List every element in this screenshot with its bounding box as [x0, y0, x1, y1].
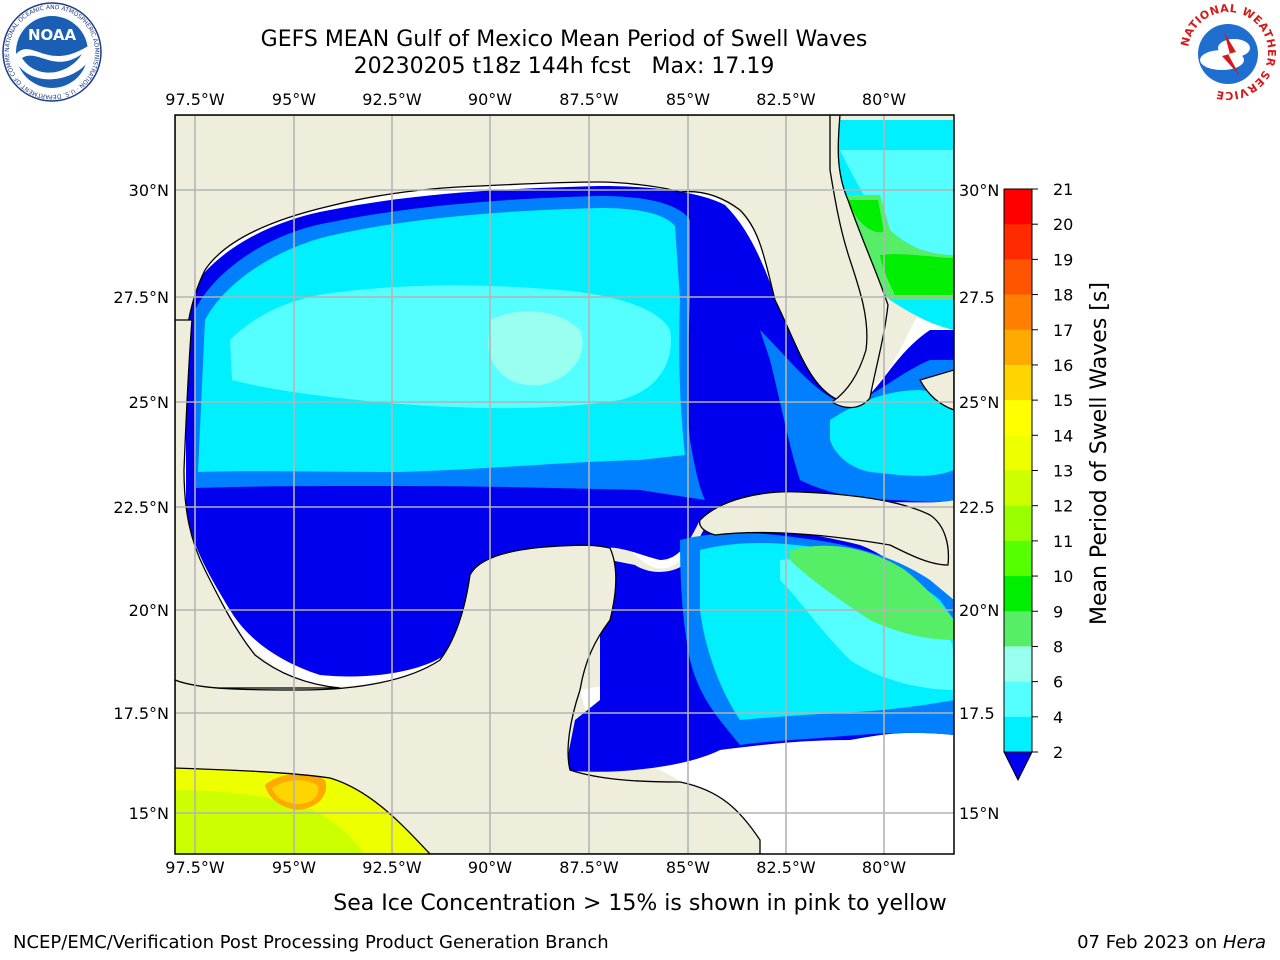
colorbar-segment	[1004, 224, 1032, 260]
footer-date: 07 Feb 2023 on Hera	[1077, 931, 1266, 955]
colorbar-tick-label: 13	[1053, 462, 1073, 481]
colorbar: 21 20 19 18 17 16 15 14 13 12 11 10 9 8 6 4 2	[1003, 180, 1073, 782]
land-masses	[175, 115, 954, 854]
colorbar-segment	[1004, 294, 1032, 331]
colorbar-tick-label: 18	[1053, 286, 1073, 305]
colorbar-segment	[1004, 716, 1032, 753]
swell-10-11s-atlantic	[848, 200, 884, 233]
swell-9-10s-north	[488, 311, 583, 386]
lon-label-bottom: 90°W	[468, 858, 512, 877]
lat-label-right: 27.5	[959, 288, 995, 307]
colorbar-tick-label: 15	[1053, 391, 1073, 410]
colorbar-tick-label: 20	[1053, 215, 1073, 234]
colorbar-tick-label: 10	[1053, 567, 1073, 586]
cuba-land	[699, 491, 950, 566]
axis-labels: 97.5°W 97.5°W 95°W 95°W 92.5°W 92.5°W 90°W 90°W…	[113, 90, 999, 877]
lon-label-bottom: 92.5°W	[362, 858, 422, 877]
footer-credit: NCEP/EMC/Verification Post Processing Pr…	[13, 932, 609, 953]
footer-date-text: 07 Feb 2023 on	[1077, 932, 1223, 953]
footer-host: Hera	[1222, 932, 1266, 953]
colorbar-segment	[1004, 259, 1032, 296]
colorbar-segment	[1004, 435, 1032, 471]
colorbar-segment	[1004, 646, 1032, 683]
colorbar-tick-label: 12	[1053, 497, 1073, 516]
colorbar-segment	[1004, 400, 1032, 436]
colorbar-segment	[1004, 681, 1032, 718]
colorbar-segment	[1004, 189, 1032, 225]
lat-label-left: 15°N	[129, 804, 169, 823]
colorbar-segment	[1004, 470, 1032, 507]
colorbar-tick-label: 14	[1053, 426, 1073, 445]
colorbar-segment	[1004, 505, 1032, 542]
lat-label-right: 17.5	[959, 704, 995, 723]
lon-label-bottom: 87.5°W	[559, 858, 619, 877]
lon-label-top: 97.5°W	[165, 90, 225, 109]
lon-label-bottom: 95°W	[272, 858, 316, 877]
colorbar-segment	[1004, 576, 1032, 612]
colorbar-tick-label: 2	[1053, 743, 1063, 762]
lat-label-left: 20°N	[129, 601, 169, 620]
lat-label-right: 15°N	[959, 804, 999, 823]
colorbar-label: Mean Period of Swell Waves [s]	[1087, 282, 1112, 625]
swell-9-10s-caribbean	[790, 545, 954, 640]
colorbar-segment	[1004, 611, 1032, 647]
lat-label-left: 17.5°N	[113, 704, 169, 723]
swell-17-18s-pacific	[272, 780, 319, 804]
lat-label-right: 20°N	[959, 601, 999, 620]
lon-label-top: 90°W	[468, 90, 512, 109]
map-area	[175, 115, 954, 854]
swell-12-13s-pacific	[175, 790, 365, 854]
colorbar-tick-label: 8	[1053, 637, 1063, 656]
map-frame	[174, 114, 955, 855]
lon-label-top: 87.5°W	[559, 90, 619, 109]
colorbar-tick-label: 17	[1053, 321, 1073, 340]
colorbar-tick-label: 19	[1053, 250, 1073, 269]
lon-label-top: 92.5°W	[362, 90, 422, 109]
lon-label-bottom: 82.5°W	[756, 858, 816, 877]
lon-label-bottom: 85°W	[666, 858, 710, 877]
colorbar-tick-label: 4	[1053, 708, 1063, 727]
lat-label-right: 25°N	[959, 393, 999, 412]
noaa-logo: NATIONAL OCEANIC AND ATMOSPHERIC ADMINIS…	[2, 2, 102, 102]
colorbar-tick-label: 6	[1053, 673, 1063, 692]
lon-label-top: 82.5°W	[756, 90, 816, 109]
mexico-central-america-land	[175, 544, 761, 854]
lon-label-top: 95°W	[272, 90, 316, 109]
swell-10-11s-atlantic-south	[880, 254, 954, 295]
lon-label-bottom: 97.5°W	[165, 858, 225, 877]
colorbar-segment	[1004, 364, 1032, 401]
lon-label-top: 80°W	[862, 90, 906, 109]
colorbar-tick-label: 9	[1053, 602, 1063, 621]
graticule	[175, 115, 954, 854]
lon-label-bottom: 80°W	[862, 858, 906, 877]
colorbar-tick-label: 11	[1053, 532, 1073, 551]
swell-period-field	[175, 120, 954, 854]
colorbar-underflow	[1003, 751, 1033, 782]
sea-ice-caption: Sea Ice Concentration > 15% is shown in …	[333, 891, 947, 916]
lat-label-left: 25°N	[129, 393, 169, 412]
chart-subtitle: 20230205 t18z 144h fcst Max: 17.19	[353, 54, 775, 79]
chart-title: GEFS MEAN Gulf of Mexico Mean Period of …	[260, 27, 868, 52]
colorbar-segment	[1004, 540, 1032, 577]
noaa-logo-text: NOAA	[28, 26, 77, 44]
lat-label-left: 30°N	[129, 181, 169, 200]
swell-8-9s-atlantic	[840, 150, 954, 260]
swell-8-9s-north	[230, 285, 671, 409]
lat-label-left: 22.5°N	[113, 498, 169, 517]
colorbar-tick-label: 21	[1053, 180, 1073, 199]
lat-label-right: 22.5	[959, 498, 995, 517]
colorbar-tick-label: 16	[1053, 356, 1073, 375]
florida-land	[829, 115, 889, 409]
lat-label-right: 30°N	[959, 181, 999, 200]
swell-6-8s-straits	[830, 390, 954, 476]
lat-label-left: 27.5°N	[113, 288, 169, 307]
colorbar-segment	[1004, 329, 1032, 366]
lon-label-top: 85°W	[666, 90, 710, 109]
nws-logo: NATIONAL WEATHER SERVICE	[1178, 2, 1277, 102]
